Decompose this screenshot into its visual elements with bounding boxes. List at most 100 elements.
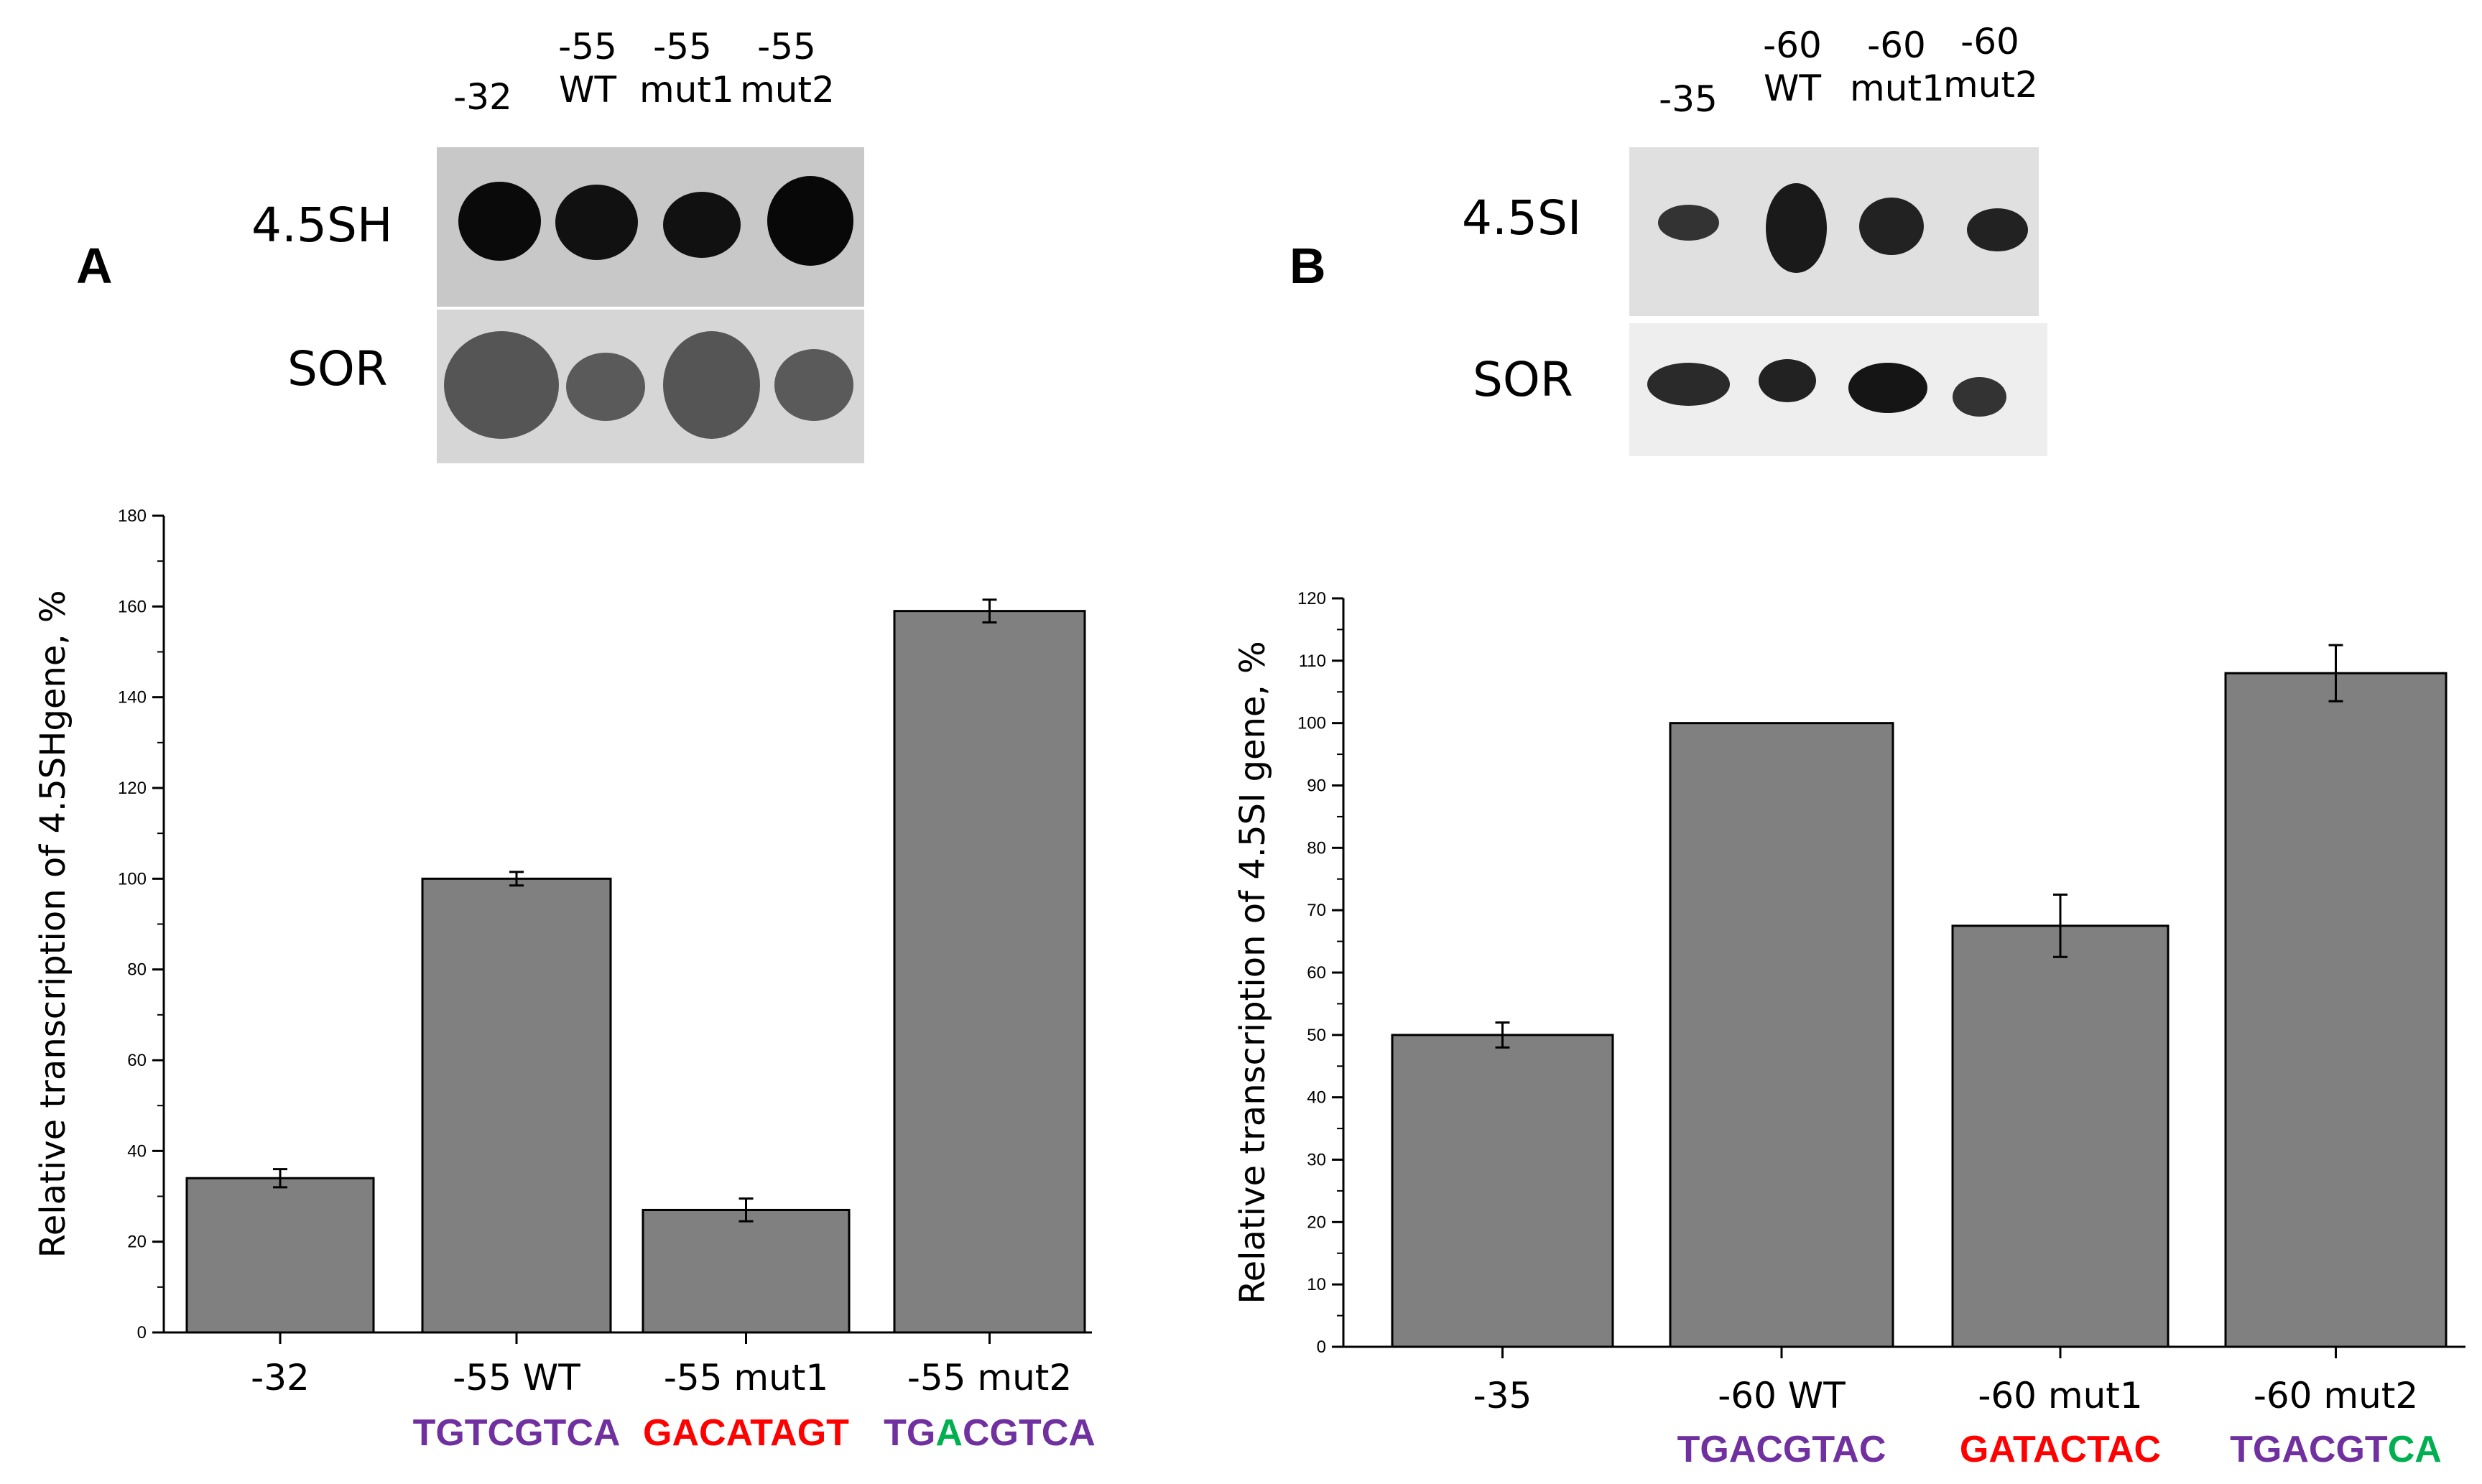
y-tick-label: 20 (127, 1233, 147, 1252)
y-tick-label: 70 (1307, 901, 1326, 920)
sequence-segment: CGTCA (963, 1412, 1096, 1454)
sequence-segment: A (935, 1412, 963, 1454)
blot-band (458, 182, 541, 261)
lane-line1: -60 (1867, 24, 1926, 66)
sequence-segment: GATACTAC (1960, 1429, 2161, 1470)
y-tick-label: 0 (137, 1323, 147, 1342)
x-category-label: -55 mut2 (907, 1357, 1072, 1399)
blot-a-row2-label: SOR (287, 341, 388, 396)
lane-line2: mut1 (639, 69, 734, 111)
lane-line1: -60 (1960, 21, 2019, 62)
x-category-label: -60 mut1 (1978, 1375, 2142, 1416)
lane-line2: -32 (453, 76, 512, 118)
y-tick-label: 10 (1307, 1275, 1326, 1294)
panel-a-lane-label: -55 mut1 (639, 25, 734, 111)
x-category-label: -55 mut1 (664, 1357, 828, 1399)
y-axis-label: Relative transcription of 4.5SI gene, % (1233, 641, 1273, 1304)
x-category-label: -60 WT (1718, 1375, 1846, 1416)
y-tick-label: 40 (127, 1141, 147, 1161)
y-tick-label: 90 (1307, 776, 1326, 796)
sequence-label: TGACGTAC (1677, 1429, 1886, 1470)
blot-b-row1-label: 4.5SI (1462, 190, 1582, 246)
y-tick-label: 0 (1317, 1337, 1326, 1357)
y-tick-label: 40 (1307, 1088, 1326, 1108)
y-tick-label: 20 (1307, 1212, 1326, 1232)
panel-b-lane-label: -60 WT (1749, 24, 1835, 110)
bar (2224, 672, 2448, 1348)
sequence-segment: CA (2388, 1429, 2442, 1470)
sequence-label: TGACGTCA (2230, 1429, 2442, 1470)
blot-band (1953, 377, 2006, 417)
y-tick-label: 100 (1297, 714, 1326, 733)
y-tick-label: 180 (118, 506, 147, 526)
sequence-label: TGTCGTCA (413, 1412, 621, 1454)
blot-a-top (437, 147, 864, 307)
sequence-segment: GACATAGT (643, 1412, 849, 1454)
y-tick-label: 80 (127, 960, 147, 980)
lane-line2: WT (559, 69, 616, 111)
lane-line2: -35 (1659, 78, 1718, 120)
lane-line1: -55 (757, 26, 816, 68)
bar (421, 877, 612, 1334)
blot-band (444, 331, 559, 439)
blot-band (1658, 205, 1719, 241)
bar (185, 1177, 375, 1334)
sequence-segment: TGACGT (2230, 1429, 2388, 1470)
lane-line2: WT (1764, 68, 1821, 109)
lane-line1: -55 (558, 26, 617, 68)
blot-a-bottom (437, 310, 864, 463)
sequence-label: GATACTAC (1960, 1429, 2161, 1470)
bar (1669, 722, 1894, 1348)
sequence-segment: TGACGTAC (1677, 1429, 1886, 1470)
bar (642, 1208, 851, 1334)
y-tick-label: 140 (118, 688, 147, 708)
y-tick-label: 120 (118, 779, 147, 798)
y-tick-label: 60 (127, 1051, 147, 1070)
y-tick-label: 60 (1307, 963, 1326, 983)
y-tick-label: 80 (1307, 838, 1326, 858)
panel-a-lane-label: -32 (440, 75, 526, 119)
bar (1391, 1034, 1614, 1348)
blot-band (767, 176, 853, 266)
y-tick-label: 120 (1297, 589, 1326, 608)
y-tick-label: 100 (118, 869, 147, 889)
blot-b-top (1629, 147, 2039, 316)
y-tick-label: 160 (118, 597, 147, 616)
blot-band (774, 349, 853, 421)
blot-band (1848, 363, 1927, 413)
panel-b-lane-label: -60 mut2 (1943, 20, 2038, 106)
blot-band (1759, 359, 1816, 402)
panel-b-lane-label: -35 (1649, 78, 1728, 121)
x-category-label: -60 mut2 (2254, 1375, 2418, 1416)
blot-b-bottom (1629, 323, 2047, 456)
x-category-label: -35 (1473, 1375, 1532, 1416)
bar (893, 610, 1086, 1334)
panel-b-letter: B (1289, 238, 1326, 294)
blot-b-row2-label: SOR (1473, 352, 1573, 407)
y-axis-label: Relative transcription of 4.5SHgene, % (33, 590, 73, 1258)
panel-a-lane-label: -55 WT (545, 25, 631, 111)
lane-line2: mut2 (1943, 64, 2038, 106)
sequence-segment: TG (884, 1412, 935, 1454)
sequence-label: TGACGTCA (884, 1412, 1096, 1454)
bar (1951, 924, 2170, 1348)
panel-a-letter: A (76, 238, 113, 294)
panel-a-lane-label: -55 mut2 (740, 25, 835, 111)
lane-line2: mut2 (740, 69, 835, 111)
blot-band (663, 331, 760, 439)
blot-band (1967, 208, 2028, 251)
y-tick-label: 50 (1307, 1026, 1326, 1045)
panel-b-lane-label: -60 mut1 (1850, 24, 1945, 110)
blot-band (555, 185, 638, 260)
blot-band (1859, 198, 1924, 255)
blot-band (1766, 183, 1827, 273)
blot-a-row1-label: 4.5SH (251, 198, 393, 253)
sequence-segment: TGTCGTCA (413, 1412, 621, 1454)
blot-band (1647, 363, 1730, 406)
y-tick-label: 110 (1299, 651, 1326, 671)
sequence-label: GACATAGT (643, 1412, 849, 1454)
lane-line1: -60 (1763, 24, 1822, 66)
lane-line2: mut1 (1850, 68, 1945, 109)
y-tick-label: 30 (1307, 1151, 1326, 1170)
